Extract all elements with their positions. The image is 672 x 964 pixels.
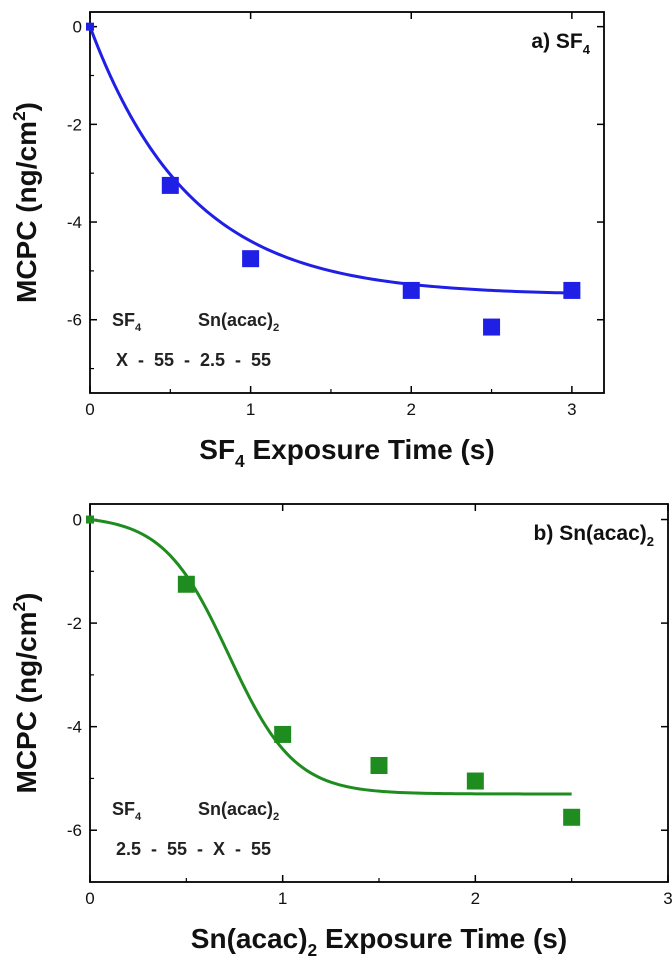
plot-frame (89, 11, 605, 394)
data-point (466, 772, 484, 790)
data-point (177, 575, 195, 593)
data-point (274, 725, 292, 743)
x-tick-label: 3 (567, 400, 576, 419)
y-tick-label: -6 (67, 821, 82, 840)
y-tick-label: -6 (67, 311, 82, 330)
x-tick-label: 0 (85, 400, 94, 419)
panel-label: a) SF4 (531, 30, 590, 57)
y-tick-label: -2 (67, 115, 82, 134)
x-tick-label: 2 (471, 889, 480, 908)
data-point (242, 250, 260, 268)
y-tick-label: 0 (73, 18, 82, 37)
fit-curve (89, 518, 572, 796)
data-point (483, 318, 501, 336)
x-axis-title: SF4 Exposure Time (s) (199, 434, 494, 471)
x-axis-title: Sn(acac)2 Exposure Time (s) (191, 923, 567, 960)
fit-curve (88, 26, 572, 295)
y-axis-title: MCPC (ng/cm2) (9, 593, 42, 794)
data-point (161, 176, 179, 194)
panel-label: b) Sn(acac)2 (534, 522, 654, 549)
y-tick-label: -4 (67, 718, 82, 737)
x-tick-label: 1 (246, 400, 255, 419)
y-axis-title: MCPC (ng/cm2) (9, 102, 42, 303)
y-tick-label: -2 (67, 614, 82, 633)
data-point (563, 808, 581, 826)
data-point (563, 281, 581, 299)
sequence-label-snacac: Sn(acac)2 (198, 799, 279, 823)
chart-panel-b: 0 1 2 3 0 -2 -4 -6 b) Sn(acac)2 SF4 Sn(acac)2 2.5 -… (9, 503, 672, 960)
data-point (86, 515, 94, 524)
y-tick-label: 0 (73, 511, 82, 530)
data-point (370, 756, 388, 774)
sequence-label-sf4: SF4 (112, 310, 142, 334)
x-tick-label: 2 (407, 400, 416, 419)
data-point (402, 281, 420, 299)
sequence-label-sf4: SF4 (112, 799, 142, 823)
x-tick-label: 0 (85, 889, 94, 908)
sequence-label-snacac: Sn(acac)2 (198, 310, 279, 334)
x-tick-label: 1 (278, 889, 287, 908)
y-tick-label: -4 (67, 213, 82, 232)
sequence-timing: 2.5 - 55 - X - 55 (116, 839, 271, 859)
x-tick-label: 3 (663, 889, 672, 908)
sequence-timing: X - 55 - 2.5 - 55 (116, 350, 271, 370)
data-point (86, 22, 94, 31)
chart-panel-a: 0 1 2 3 0 -2 -4 -6 a) SF4 SF4 Sn(acac)2 X - 55 - 2.… (9, 11, 605, 471)
